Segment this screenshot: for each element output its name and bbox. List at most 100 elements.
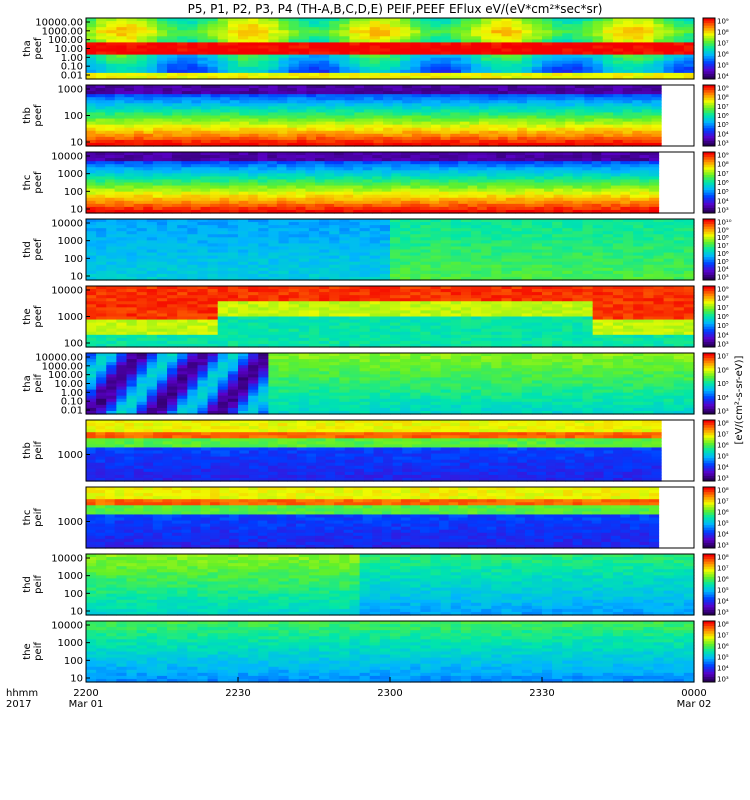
spectrogram-cell [210,130,221,135]
spectrogram-cell [344,121,355,126]
y-tick-label: 1000 [58,85,83,96]
spectrogram-cell [229,121,240,126]
spectrogram-cell [298,21,310,25]
spectrogram-cell [248,209,259,214]
spectrogram-cell [324,158,335,162]
colorbar-swatch [703,118,715,122]
spectrogram-cell [306,94,317,98]
spectrogram-cell [329,66,340,71]
spectrogram-cell [392,85,403,89]
spectrogram-cell [95,200,106,205]
spectrogram-cell [319,48,330,53]
spectrogram-cell [471,48,482,53]
spectrogram-cell [572,72,584,77]
spectrogram-cell [181,94,193,98]
spectrogram-cell [295,173,307,177]
spectrogram-cell [478,121,490,126]
spectrogram-cell [641,100,653,104]
spectrogram-cell [562,36,573,40]
y-tick-label: 10000.00 [35,18,83,29]
spectrogram-cell [653,66,665,71]
spectrogram-cell [440,69,452,74]
spectrogram-cell [238,155,249,159]
spectrogram-cell [114,158,125,162]
spectrogram-cell [177,33,188,37]
spectrogram-cell [86,33,97,37]
spectrogram-cell [172,142,183,147]
spectrogram-cell [86,152,97,156]
spectrogram-cell [362,209,373,214]
spectrogram-cell [248,197,259,202]
spectrogram-cell [526,118,538,123]
spectrogram-cell [177,39,188,43]
spectrogram-cell [171,167,183,171]
spectrogram-cell [305,176,316,181]
spectrogram-cell [459,97,470,101]
spectrogram-cell [555,127,566,132]
spectrogram-cell [460,72,472,77]
spectrogram-cell [440,27,452,31]
spectrogram-cell [574,109,585,114]
spectrogram-cell [362,158,373,162]
spectrogram-cell [372,173,383,177]
spectrogram-cell [481,27,492,31]
spectrogram-cell [278,45,290,50]
spectrogram-cell [201,139,212,144]
spectrogram-cell [219,158,230,162]
colorbar-frame [702,84,716,147]
spectrogram-cell [295,158,307,162]
spectrogram-cell [565,97,576,101]
spectrogram-cell [143,179,154,184]
spectrogram-cell [229,118,240,123]
spectrogram-cell [257,197,268,202]
spectrogram-cell [162,118,173,123]
spectrogram-cell [501,75,513,80]
spectrogram-cell [258,115,269,120]
spectrogram-cell [555,130,566,135]
spectrogram-cell [622,133,633,138]
spectrogram-cell [152,188,163,193]
spectrogram-cell [162,188,173,193]
spectrogram-cell [105,203,116,208]
spectrogram-cell [459,124,470,129]
spectrogram-cell [210,133,221,138]
spectrogram-cell [363,142,375,147]
spectrogram-cell [156,39,168,43]
colorbar-swatch [703,107,715,111]
spectrogram-cell [239,94,250,98]
spectrogram-cell [335,139,346,144]
spectrogram-cell [613,121,624,126]
spectrogram-cell [469,130,480,135]
spectrogram-cell [276,185,287,190]
spectrogram-cell [277,103,288,107]
spectrogram-cell [190,179,202,184]
spectrogram-cell [603,127,614,132]
spectrogram-cell [593,109,605,114]
spectrogram-cell [143,88,154,92]
spectrogram-cell [622,97,633,101]
spectrogram-cell [673,39,685,43]
spectrogram-cell [217,75,229,80]
spectrogram-cell [498,127,509,132]
spectrogram-cell [267,185,278,190]
spectrogram-cell [565,103,576,107]
spectrogram-cell [381,209,392,214]
spectrogram-cell [306,100,317,104]
spectrogram-cell [335,100,346,104]
spectrogram-cell [162,97,173,101]
spectrogram-cell [187,33,199,37]
spectrogram-cell [296,109,308,114]
spectrogram-cell [531,30,543,34]
spectrogram-cell [296,139,308,144]
spectrogram-cell [372,179,383,184]
spectrogram-cell [162,103,173,107]
spectrogram-cell [593,127,605,132]
spectrogram-cell [450,106,461,110]
spectrogram-cell [298,63,310,68]
spectrogram-cell [306,136,317,141]
spectrogram-cell [343,191,354,196]
spectrogram-cell [95,194,106,199]
spectrogram-cell [306,133,317,138]
spectrogram-cell [268,27,280,31]
spectrogram-cell [95,188,106,193]
